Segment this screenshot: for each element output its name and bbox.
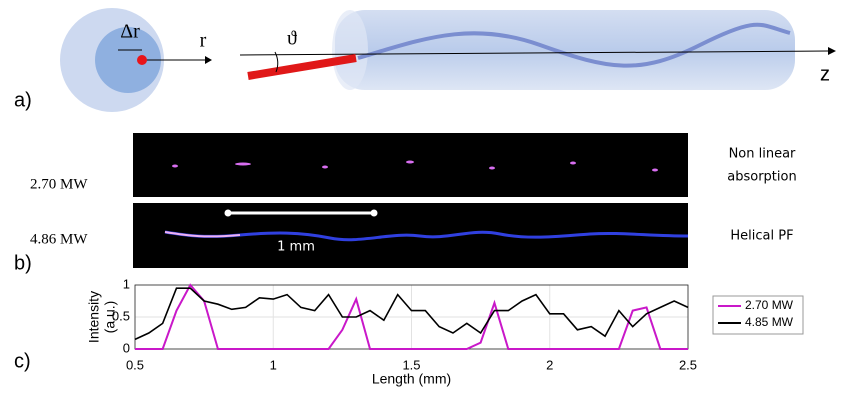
axis-z bbox=[239, 50, 829, 56]
side-label: Non linear bbox=[729, 147, 796, 162]
y-axis-label: Intensity bbox=[86, 291, 102, 343]
side-label: absorption bbox=[727, 170, 796, 185]
fiber-end bbox=[332, 10, 368, 90]
spot bbox=[137, 55, 147, 65]
series-line bbox=[135, 283, 688, 350]
scale-end bbox=[224, 209, 232, 217]
x-axis-label: Length (mm) bbox=[372, 371, 451, 387]
r-label: r bbox=[200, 30, 207, 52]
x-tick-label: 2 bbox=[546, 357, 553, 372]
panel-label: a) bbox=[14, 89, 32, 111]
angle-arc bbox=[274, 51, 279, 73]
panel-label: c) bbox=[14, 350, 31, 372]
fiber bbox=[335, 10, 795, 90]
helix-trace bbox=[164, 230, 689, 242]
y-tick-label: 1 bbox=[123, 276, 130, 291]
y-tick-label: 0.5 bbox=[112, 308, 130, 323]
panel-label: b) bbox=[14, 252, 32, 274]
beam bbox=[247, 54, 357, 80]
legend-label: 2.70 MW bbox=[745, 298, 794, 312]
row-label: 2.70 MW bbox=[30, 176, 88, 192]
legend-box bbox=[712, 295, 804, 335]
y-axis-label: (a.u.) bbox=[102, 301, 118, 334]
x-tick-label: 1 bbox=[270, 357, 277, 372]
spots bbox=[172, 160, 658, 172]
x-tick-label: 2.5 bbox=[679, 357, 697, 372]
series-line bbox=[134, 287, 689, 341]
legend-label: 4.85 MW bbox=[745, 315, 794, 329]
delta-r: Δr bbox=[120, 21, 140, 43]
helix bbox=[357, 22, 791, 68]
helix-trace bbox=[164, 231, 241, 238]
theta: ϑ bbox=[287, 28, 297, 50]
scale-label: 1 mm bbox=[277, 240, 315, 255]
arrowhead bbox=[828, 47, 836, 55]
side-label: Helical PF bbox=[730, 229, 793, 244]
z-label: z bbox=[820, 63, 830, 85]
x-tick-label: 1.5 bbox=[402, 357, 420, 372]
scale-end bbox=[370, 209, 378, 217]
image bbox=[133, 133, 688, 197]
chart: 0 0.5 1 0.5 1 1.5 2 2.5 Length (mm) Intensity (a.u… bbox=[86, 276, 804, 387]
row-label: 4.86 MW bbox=[30, 231, 88, 247]
x-tick-label: 0.5 bbox=[126, 357, 144, 372]
y-tick-label: 0 bbox=[123, 340, 130, 355]
arrowhead bbox=[205, 56, 212, 64]
core bbox=[95, 27, 161, 93]
